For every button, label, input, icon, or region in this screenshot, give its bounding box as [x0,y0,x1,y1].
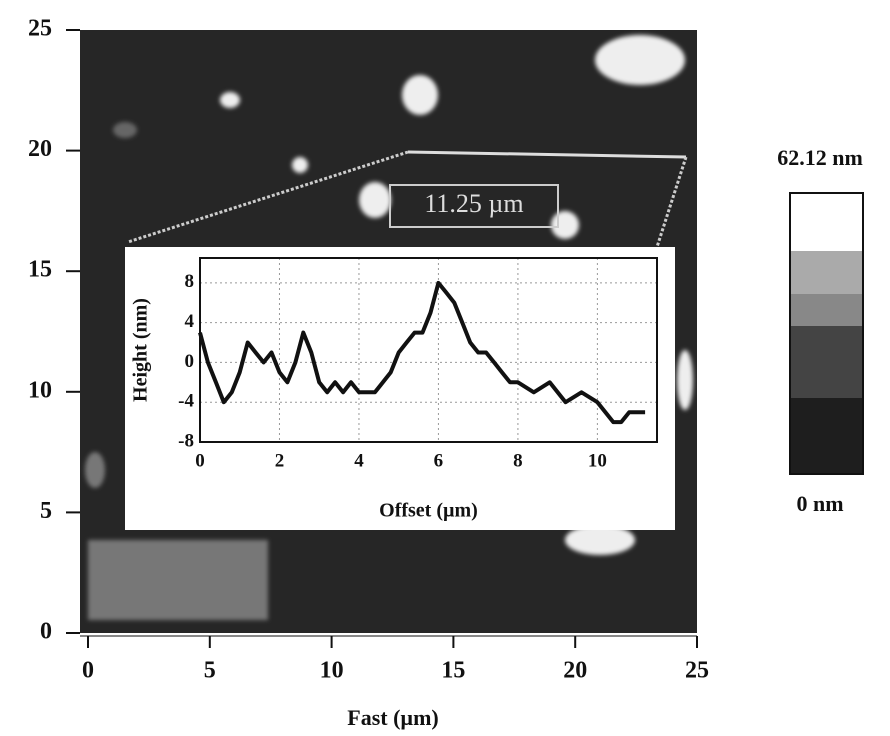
colorbar-min-label: 0 nm [796,491,843,516]
y-tick-label: 20 [28,136,52,162]
y-tick-label: -8 [178,430,194,451]
y-tick-label: -4 [178,391,194,412]
x-tick-label: 25 [685,658,709,684]
annotation: 11.25 µm [424,189,523,218]
x-tick-label: 20 [563,658,587,684]
feature [595,35,685,85]
feature [292,157,308,173]
terrace [88,540,268,620]
x-axis-label: Fast (µm) [347,705,438,730]
feature [220,92,240,108]
feature [402,75,438,115]
y-tick-label: 25 [28,16,52,42]
y-tick-label: 15 [28,257,52,283]
x-axis-label: Offset (µm) [379,500,478,522]
feature [85,452,105,488]
y-tick-label: 0 [185,351,195,372]
x-tick-label: 0 [195,450,205,471]
y-tick-label: 4 [185,311,195,332]
colorbar-band [790,398,863,474]
x-tick-label: 10 [320,658,344,684]
x-tick-label: 15 [441,658,465,684]
colorbar: 62.12 nm 0 nm [777,145,863,516]
y-tick-label: 5 [40,498,52,524]
colorbar-band [790,326,863,398]
inset-background [125,247,675,530]
feature [677,350,693,410]
x-tick-label: 6 [434,450,444,471]
x-tick-label: 5 [204,658,216,684]
feature [551,211,579,239]
y-tick-label: 0 [40,619,52,645]
x-tick-label: 8 [513,450,523,471]
y-axis-label: Height (nm) [130,298,152,402]
colorbar-band [790,251,863,294]
colorbar-band [790,193,863,251]
feature [113,122,137,138]
y-tick-label: 10 [28,377,52,403]
x-tick-label: 4 [354,450,364,471]
x-tick-label: 2 [275,450,285,471]
feature [359,182,391,218]
y-tick-label: 8 [185,271,195,292]
x-tick-label: 0 [82,658,94,684]
colorbar-band [790,294,863,326]
colorbar-max-label: 62.12 nm [777,145,863,170]
x-tick-label: 10 [588,450,607,471]
figure: 05101520250510152025Fast (µm) 11.25 µm -… [0,0,890,736]
